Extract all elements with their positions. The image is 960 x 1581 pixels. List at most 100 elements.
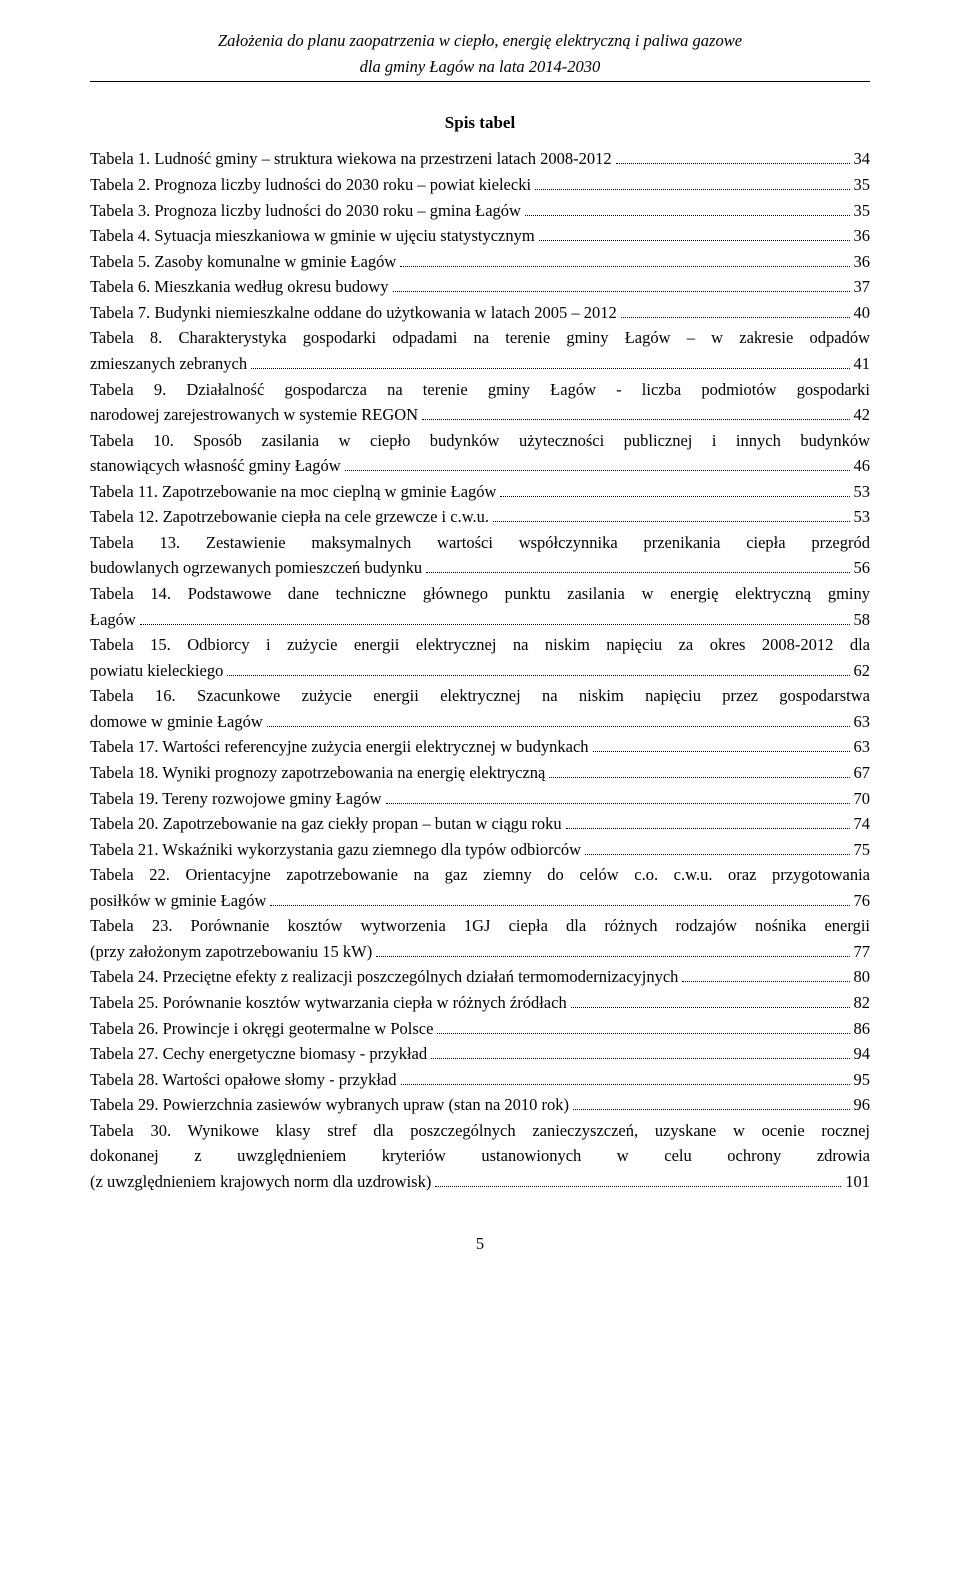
toc-page-ref: 46 (854, 453, 871, 479)
toc-entry-text: Tabela 17. Wartości referencyjne zużycia… (90, 734, 589, 760)
toc-entry-line: Tabela 10. Sposób zasilania w ciepło bud… (90, 428, 870, 454)
toc-entry-last-line: narodowej zarejestrowanych w systemie RE… (90, 402, 870, 428)
toc-entry-line: Tabela 23. Porównanie kosztów wytworzeni… (90, 913, 870, 939)
toc-entry-last-line: Tabela 20. Zapotrzebowanie na gaz ciekły… (90, 811, 870, 837)
toc-entry-last-line: Tabela 12. Zapotrzebowanie ciepła na cel… (90, 504, 870, 530)
toc-entry: Tabela 22. Orientacyjne zapotrzebowanie … (90, 862, 870, 913)
toc-entry-text: domowe w gminie Łagów (90, 709, 263, 735)
toc-page-ref: 101 (845, 1169, 870, 1195)
dot-leader (386, 789, 850, 804)
dot-leader (500, 482, 849, 497)
toc-entry: Tabela 8. Charakterystyka gospodarki odp… (90, 325, 870, 376)
toc-entry-last-line: powiatu kieleckiego 62 (90, 658, 870, 684)
toc-entry-text: Tabela 28. Wartości opałowe słomy - przy… (90, 1067, 397, 1093)
page-number: 5 (90, 1231, 870, 1257)
toc-page-ref: 36 (854, 223, 871, 249)
toc-entry: Tabela 25. Porównanie kosztów wytwarzani… (90, 990, 870, 1016)
toc-entry-text: Tabela 20. Zapotrzebowanie na gaz ciekły… (90, 811, 562, 837)
toc-entry-text: Tabela 12. Zapotrzebowanie ciepła na cel… (90, 504, 489, 530)
toc-entry-line: Tabela 8. Charakterystyka gospodarki odp… (90, 325, 870, 351)
toc-entry-last-line: Tabela 11. Zapotrzebowanie na moc ciepln… (90, 479, 870, 505)
dot-leader (140, 610, 850, 625)
toc-entry-text: Tabela 18. Wyniki prognozy zapotrzebowan… (90, 760, 545, 786)
toc-page-ref: 75 (854, 837, 871, 863)
toc-entry-text: Tabela 11. Zapotrzebowanie na moc ciepln… (90, 479, 496, 505)
toc-entry-text: Tabela 1. Ludność gminy – struktura wiek… (90, 146, 612, 172)
toc-entry-last-line: Tabela 18. Wyniki prognozy zapotrzebowan… (90, 760, 870, 786)
toc-entry: Tabela 9. Działalność gospodarcza na ter… (90, 377, 870, 428)
toc-entry-last-line: (z uwzględnieniem krajowych norm dla uzd… (90, 1169, 870, 1195)
toc-entry: Tabela 1. Ludność gminy – struktura wiek… (90, 146, 870, 172)
toc-entry-last-line: posiłków w gminie Łagów 76 (90, 888, 870, 914)
toc-page-ref: 34 (854, 146, 871, 172)
toc-entry-last-line: Tabela 24. Przeciętne efekty z realizacj… (90, 964, 870, 990)
toc-entry: Tabela 14. Podstawowe dane techniczne gł… (90, 581, 870, 632)
dot-leader (393, 277, 850, 292)
dot-leader (682, 968, 849, 983)
toc-entry: Tabela 20. Zapotrzebowanie na gaz ciekły… (90, 811, 870, 837)
toc-entry-last-line: (przy założonym zapotrzebowaniu 15 kW) 7… (90, 939, 870, 965)
toc-entry-text: Tabela 7. Budynki niemieszkalne oddane d… (90, 300, 617, 326)
toc-entry-last-line: stanowiących własność gminy Łagów 46 (90, 453, 870, 479)
toc-entry-line: Tabela 13. Zestawienie maksymalnych wart… (90, 530, 870, 556)
toc-entry-last-line: Tabela 19. Tereny rozwojowe gminy Łagów … (90, 786, 870, 812)
toc-entry-text: Tabela 24. Przeciętne efekty z realizacj… (90, 964, 678, 990)
toc-entry-text: Tabela 21. Wskaźniki wykorzystania gazu … (90, 837, 581, 863)
dot-leader (621, 303, 850, 318)
toc-entry-text: Tabela 4. Sytuacja mieszkaniowa w gminie… (90, 223, 535, 249)
toc-entry: Tabela 21. Wskaźniki wykorzystania gazu … (90, 837, 870, 863)
toc-entry-last-line: Tabela 5. Zasoby komunalne w gminie Łagó… (90, 249, 870, 275)
toc-entry: Tabela 16. Szacunkowe zużycie energii el… (90, 683, 870, 734)
toc-page-ref: 58 (854, 607, 871, 633)
toc-page-ref: 70 (854, 786, 871, 812)
toc-entry-line: Tabela 30. Wynikowe klasy stref dla posz… (90, 1118, 870, 1144)
dot-leader (535, 175, 849, 190)
dot-leader (400, 252, 849, 267)
toc-entry: Tabela 19. Tereny rozwojowe gminy Łagów … (90, 786, 870, 812)
dot-leader (431, 1044, 849, 1059)
toc-entry-last-line: Tabela 21. Wskaźniki wykorzystania gazu … (90, 837, 870, 863)
toc-page-ref: 67 (854, 760, 871, 786)
toc-entry-last-line: domowe w gminie Łagów 63 (90, 709, 870, 735)
dot-leader (422, 405, 849, 420)
toc-entry-line: Tabela 14. Podstawowe dane techniczne gł… (90, 581, 870, 607)
toc-page-ref: 86 (854, 1016, 871, 1042)
toc-page-ref: 63 (854, 734, 871, 760)
dot-leader (251, 354, 849, 369)
toc-entry-text: Łagów (90, 607, 136, 633)
toc-entry-last-line: Tabela 6. Mieszkania według okresu budow… (90, 274, 870, 300)
dot-leader (267, 712, 850, 727)
toc-entry: Tabela 2. Prognoza liczby ludności do 20… (90, 172, 870, 198)
toc-entry: Tabela 12. Zapotrzebowanie ciepła na cel… (90, 504, 870, 530)
toc-entry-last-line: Tabela 2. Prognoza liczby ludności do 20… (90, 172, 870, 198)
toc-entry-text: (z uwzględnieniem krajowych norm dla uzd… (90, 1169, 431, 1195)
toc-entry: Tabela 15. Odbiorcy i zużycie energii el… (90, 632, 870, 683)
dot-leader (549, 763, 849, 778)
toc-page-ref: 63 (854, 709, 871, 735)
dot-leader (571, 993, 850, 1008)
toc-entry: Tabela 17. Wartości referencyjne zużycia… (90, 734, 870, 760)
dot-leader (593, 738, 850, 753)
toc-entry-last-line: zmieszanych zebranych 41 (90, 351, 870, 377)
dot-leader (566, 814, 850, 829)
toc-entry-text: (przy założonym zapotrzebowaniu 15 kW) (90, 939, 372, 965)
toc-entry-last-line: Łagów 58 (90, 607, 870, 633)
toc-entry: Tabela 26. Prowincje i okręgi geotermaln… (90, 1016, 870, 1042)
dot-leader (585, 840, 849, 855)
toc-page-ref: 76 (854, 888, 871, 914)
toc-entry-text: Tabela 5. Zasoby komunalne w gminie Łagó… (90, 249, 396, 275)
toc-entry-text: Tabela 26. Prowincje i okręgi geotermaln… (90, 1016, 433, 1042)
toc-entry-text: posiłków w gminie Łagów (90, 888, 266, 914)
dot-leader (616, 150, 850, 165)
toc-entry-line: Tabela 22. Orientacyjne zapotrzebowanie … (90, 862, 870, 888)
toc-entry-text: powiatu kieleckiego (90, 658, 223, 684)
toc-page-ref: 42 (854, 402, 871, 428)
dot-leader (401, 1070, 850, 1085)
table-of-contents: Tabela 1. Ludność gminy – struktura wiek… (90, 146, 870, 1194)
toc-entry-text: Tabela 3. Prognoza liczby ludności do 20… (90, 198, 521, 224)
toc-entry-last-line: Tabela 26. Prowincje i okręgi geotermaln… (90, 1016, 870, 1042)
toc-entry-last-line: Tabela 7. Budynki niemieszkalne oddane d… (90, 300, 870, 326)
toc-page-ref: 53 (854, 504, 871, 530)
toc-page-ref: 95 (854, 1067, 871, 1093)
toc-entry-text: Tabela 27. Cechy energetyczne biomasy - … (90, 1041, 427, 1067)
